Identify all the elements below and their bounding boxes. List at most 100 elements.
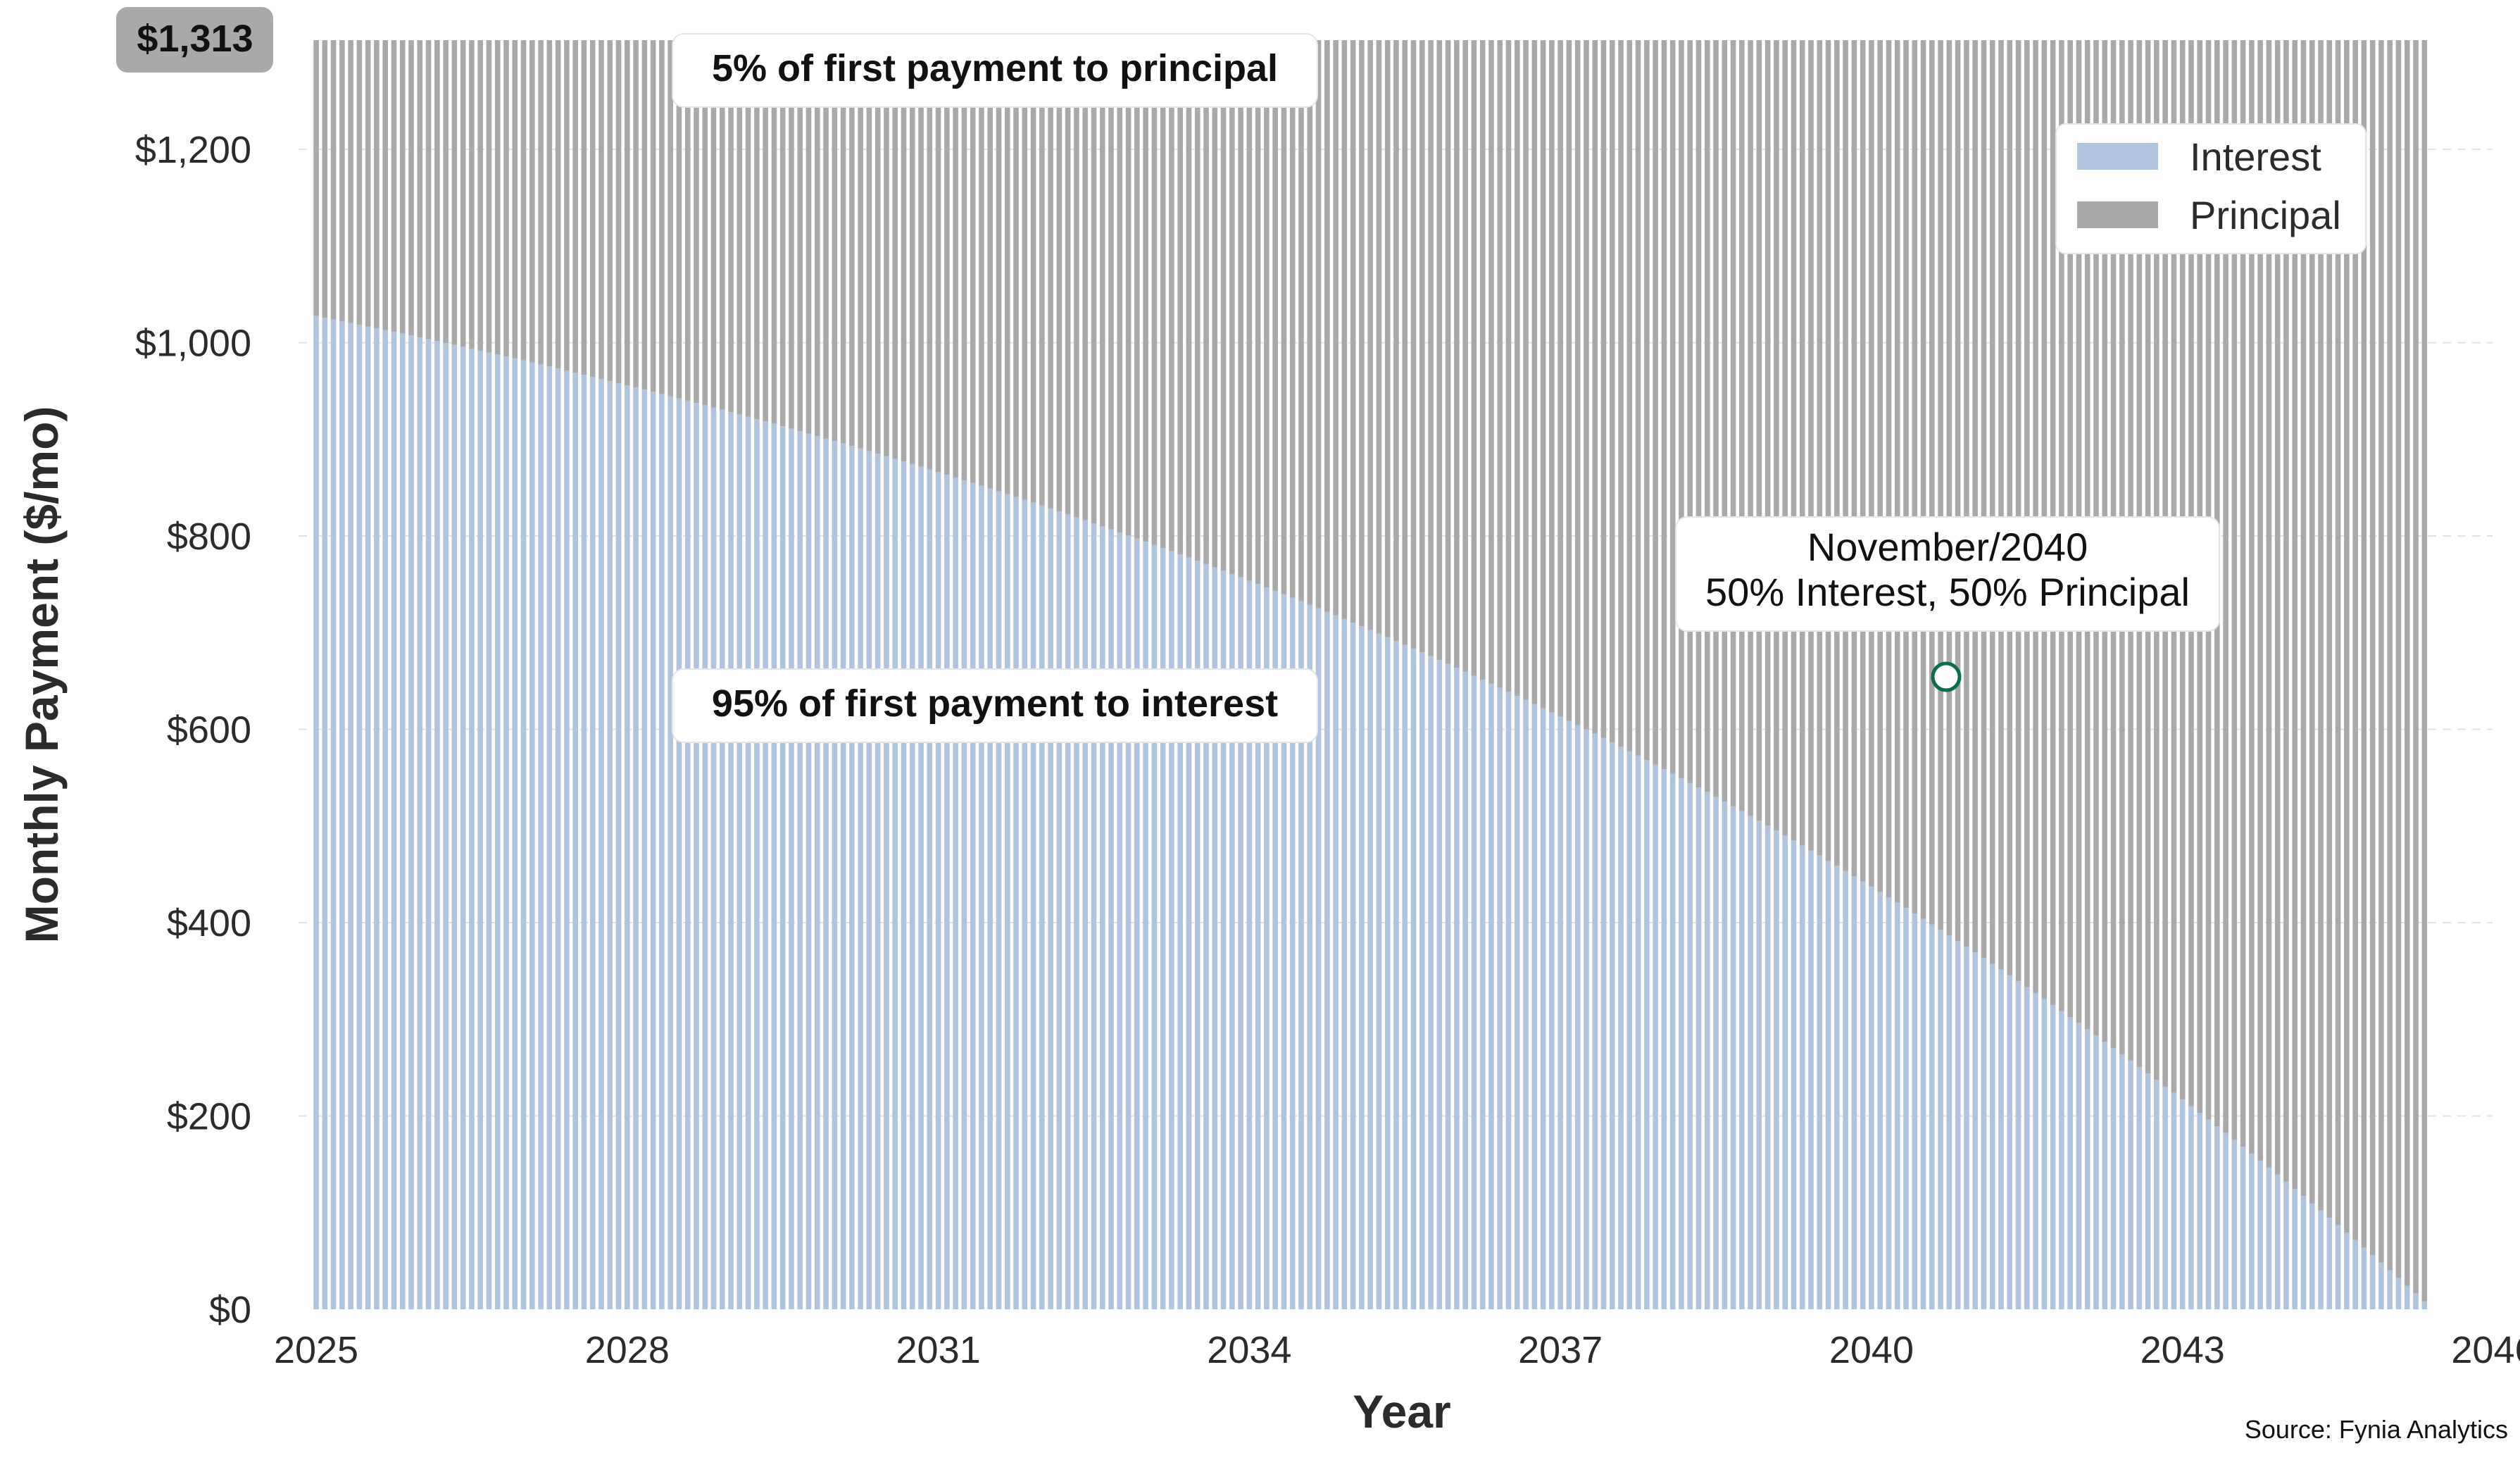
interest-bar — [1238, 577, 1243, 1309]
interest-bar — [2154, 1080, 2159, 1309]
payment-bar — [1618, 40, 1624, 1309]
interest-bar — [2257, 1160, 2263, 1309]
payment-bar — [1393, 40, 1399, 1309]
interest-bar — [1341, 618, 1348, 1309]
principal-bar — [2300, 40, 2307, 1197]
principal-bar — [1099, 40, 1105, 527]
payment-bar — [1056, 40, 1062, 1310]
principal-bar — [2318, 40, 2324, 1211]
principal-bar — [1056, 40, 1062, 512]
principal-bar — [2292, 40, 2298, 1190]
payment-bar — [2413, 40, 2419, 1309]
interest-bar — [1791, 840, 1797, 1309]
principal-bar — [1989, 40, 1995, 964]
payment-bar — [1626, 40, 1633, 1309]
principal-bar — [1436, 40, 1443, 661]
interest-bar — [399, 333, 406, 1309]
principal-bar — [555, 40, 561, 369]
payment-bar — [1695, 40, 1702, 1309]
payment-bar — [469, 40, 475, 1310]
principal-bar — [823, 40, 829, 439]
payment-bar — [1644, 40, 1650, 1309]
payment-bar — [866, 40, 872, 1309]
interest-bar — [2136, 1066, 2143, 1309]
interest-note-text: 95% of first payment to interest — [712, 682, 1278, 725]
payment-bar — [875, 40, 881, 1310]
interest-bar — [1367, 630, 1373, 1309]
payment-bar — [659, 40, 665, 1310]
payment-bar — [443, 40, 449, 1310]
interest-bar — [460, 347, 466, 1309]
payment-bar — [555, 40, 561, 1310]
payment-bar — [1471, 40, 1477, 1309]
interest-bar — [1661, 768, 1667, 1309]
principal-bar — [1117, 40, 1123, 532]
payment-bar — [1514, 40, 1520, 1309]
principal-bar — [849, 40, 855, 447]
payment-bar — [789, 40, 794, 1309]
principal-bar — [2283, 40, 2289, 1182]
principal-bar — [589, 40, 596, 377]
interest-bar — [2300, 1196, 2307, 1309]
interest-bar — [2378, 1262, 2384, 1309]
interest-bar — [408, 335, 414, 1309]
interest-bar — [1592, 733, 1598, 1309]
principal-bar — [1264, 40, 1270, 588]
crossover-annotation: November/2040 50% Interest, 50% Principa… — [1675, 516, 2220, 692]
max-value-badge-background — [116, 7, 273, 73]
payment-bar — [615, 40, 622, 1309]
payment-bar — [979, 40, 984, 1309]
interest-bar — [736, 414, 743, 1309]
principal-bar — [1134, 40, 1140, 539]
interest-bar — [1834, 866, 1840, 1309]
payment-bar — [684, 40, 691, 1309]
payment-bar — [1341, 40, 1348, 1309]
interest-bar — [2369, 1255, 2376, 1309]
principal-bar — [1782, 40, 1788, 836]
interest-bar — [1419, 652, 1425, 1309]
payment-bar — [1091, 40, 1097, 1310]
interest-bar — [1618, 747, 1624, 1309]
payment-bar — [694, 40, 699, 1309]
interest-bar — [1531, 704, 1538, 1309]
interest-bar — [2084, 1029, 2090, 1309]
payment-bar — [365, 40, 371, 1310]
principal-bar — [339, 40, 345, 321]
interest-bar — [2344, 1233, 2350, 1309]
interest-bar — [763, 421, 768, 1309]
payment-bar — [1653, 40, 1658, 1309]
interest-bar — [1799, 845, 1805, 1309]
payment-bar — [546, 40, 553, 1309]
payment-bar — [2352, 40, 2358, 1309]
payment-bar — [1817, 40, 1823, 1309]
interest-bar — [1748, 816, 1753, 1309]
interest-bar — [1177, 554, 1183, 1309]
payment-bar — [1289, 40, 1296, 1309]
interest-bar — [1817, 855, 1823, 1309]
principal-bar — [2369, 40, 2376, 1256]
payment-bar — [503, 40, 509, 1309]
principal-bar — [1860, 40, 1866, 882]
interest-bar — [1687, 782, 1693, 1309]
x-tick-label: 2043 — [2140, 1329, 2225, 1371]
interest-bar — [486, 352, 492, 1309]
x-tick-label: 2025 — [274, 1329, 358, 1371]
principal-bar — [1384, 40, 1391, 637]
payment-bar — [589, 40, 596, 1309]
principal-bar — [1246, 40, 1253, 581]
principal-bar — [382, 40, 389, 330]
payment-bar — [2249, 40, 2255, 1309]
x-tick-label: 2046 — [2451, 1329, 2520, 1371]
principal-bar — [443, 40, 449, 343]
principal-bar — [1376, 40, 1382, 634]
interest-bar — [1065, 514, 1071, 1310]
interest-bar — [1220, 570, 1227, 1309]
principal-bar — [1013, 40, 1019, 497]
payment-bar — [1065, 40, 1071, 1310]
payment-bar — [2223, 40, 2228, 1309]
interest-bar — [546, 366, 553, 1309]
payment-bar — [909, 40, 915, 1309]
payment-bar — [996, 40, 1002, 1309]
payment-bar — [918, 40, 924, 1310]
interest-bar — [425, 339, 432, 1309]
